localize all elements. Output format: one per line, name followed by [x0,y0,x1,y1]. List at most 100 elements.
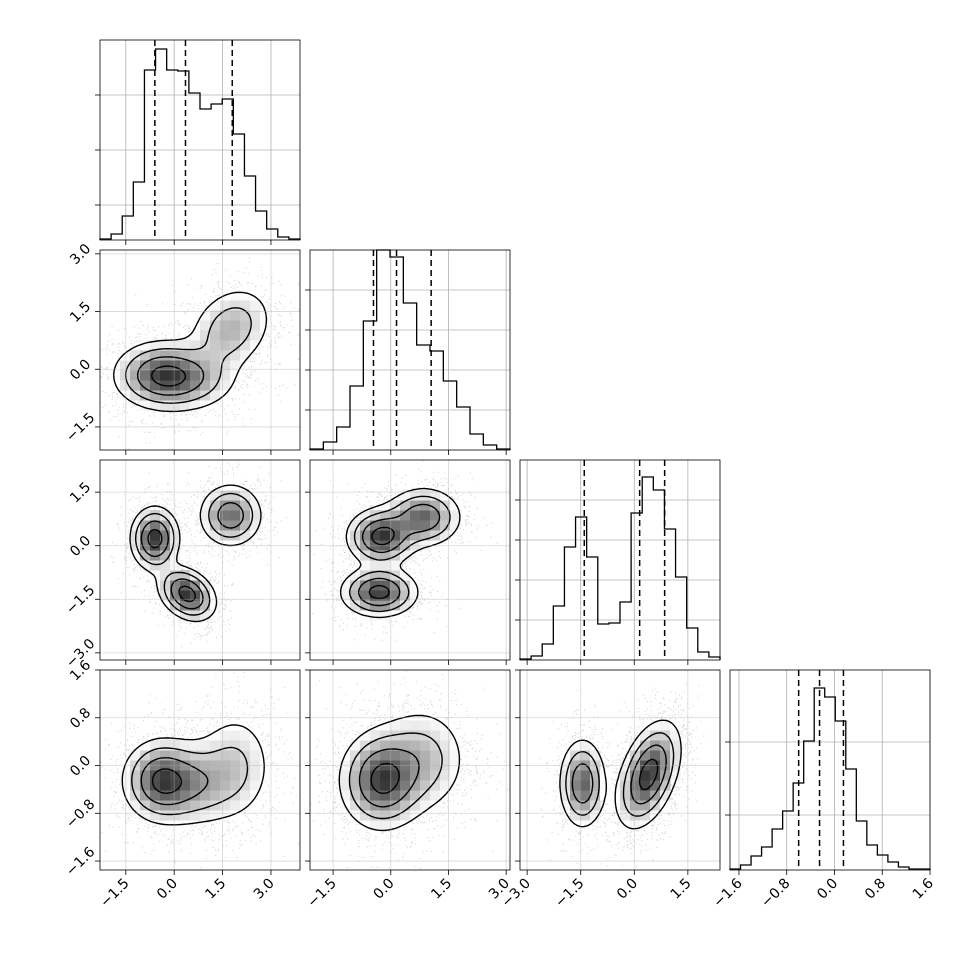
density-panel-r2-c0-density-cell [220,530,231,541]
density-panel-r3-c2-contour-0 [559,719,682,830]
density-panel-r3-c0-density-cell [180,800,191,811]
density-panel-r3-c1-scatter [310,670,510,870]
density-panel-r1-c0-density-cell [250,310,261,321]
density-panel-r2-c0-density-cell [170,530,181,541]
density-panel-r1-c0-density-cell [220,330,231,341]
density-panel-r1-c0-density-cell [210,380,221,391]
density-panel-r1-c0-density-cell [150,370,161,381]
histogram-1 [309,249,511,450]
density-panel-r2-c0-density-cell [160,530,171,541]
density-panel-r3-c1-density-cell [400,750,411,761]
density-panel-r1-c0-density-cell [230,290,241,301]
density-panel-r3-c1-density-cell [340,770,351,781]
density-panel-r3-c2-density-cell [580,780,591,791]
density-panel-r3-c1-density-cell [430,780,441,791]
density-panel-r3-c1-density-cell [410,730,421,741]
density-panel-r2-c1-density-cell [420,540,431,551]
density-panel-r1-c0-density-cell [200,370,211,381]
density-panel-r2-c1-density-cell [450,500,461,511]
density-panel-r2-c1-density-cell [370,550,381,561]
density-panel-r1-c0-density-cell [230,330,241,341]
density-panel-r3-c0-density-cell [160,750,171,761]
density-panel-r2-c0-density-cell [160,570,171,581]
density-panel-r2-c1-density-cell [350,550,361,561]
density-panel-r3-c0-density-cell [210,790,221,801]
density-panel-r1-c0-density-cell [120,390,131,401]
density-panel-r2-c1-density-cell [350,600,361,611]
density-panel-r3-c1-density-cell [400,720,411,731]
x-tick-label: 1.6 [910,875,937,902]
density-panel-r3-c2-density-cell [640,800,651,811]
density-panel-r3-c0-contour-1 [131,746,249,816]
density-panel-r3-c0-density-cell [200,810,211,821]
density-panel-r2-c1-density-cell [370,520,381,531]
density-panel-r2-c0-density-cell [130,520,141,531]
density-panel-r2-c1-density-cell [420,490,431,501]
density-panel-r1-c0-density-cell [220,310,231,321]
density-panel-r3-c2-density-cell [630,750,641,761]
density-panel-r3-c0-density-cell [180,790,191,801]
density-panel-r3-c0-density-cell [150,810,161,821]
density-panel-r1-c0-density-cell [210,320,221,331]
density-panel-r2-c0-density-cell [170,550,181,561]
density-panel-r3-c0-density-cell [210,750,221,761]
density-panel-r3-c2-density-cell [670,750,681,761]
density-panel-r3-c2-density-cell [640,810,651,821]
density-panel-r2-c1-density-cell [410,590,421,601]
density-panel-r3-c1-density-cell [400,770,411,781]
density-panel-r3-c2-density-cell [660,720,671,731]
density-panel-r2-c1-density-cell [450,510,461,521]
density-panel-r2-c0-density-cell [140,550,151,561]
density-panel-r3-c2-density-cell [560,790,571,801]
density-panel-r1-c0-density-cell [200,320,211,331]
density-panel-r2-c1-density-cell [440,490,451,501]
density-panel-r2-c0-density-cell [190,580,201,591]
density-panel-r2-c1-density-cell [380,530,391,541]
density-panel-r1-c0-density-cell [140,340,151,351]
density-panel-r1-c0-frame [99,249,301,451]
density-panel-r3-c2-density-cell [630,780,641,791]
density-panel-r2-c1-density-cell [430,490,441,501]
density-panel-r3-c1-density-cell [420,750,431,761]
density-panel-r3-c1-density-cell [410,750,421,761]
density-panel-r3-c0-density-cell [140,740,151,751]
density-panel-r2-c1-density-cell [410,510,421,521]
density-panel-r1-c0-density-cell [160,400,171,411]
density-panel-r2-c1-density-cell [340,600,351,611]
density-panel-r2-c1-density-cell [390,560,401,571]
density-panel-r3-c1-density-cell [440,740,451,751]
density-panel-r3-c2-density-cell [600,780,611,791]
density-panel-r3-c2-density-cell [580,800,591,811]
density-panel-r1-c0-density-cell [140,360,151,371]
density-panel-r3-c1-density-cell [350,740,361,751]
density-panel-r1-c0-density-cell [240,300,251,311]
density-panel-r3-c0-density-cell [220,800,231,811]
density-panel-r3-c0-density-cell [140,770,151,781]
density-panel-r3-c1-density-cell [410,810,421,821]
density-panel-r1-c0-density-cell [200,330,211,341]
density-panel-r1-c0-density-cell [180,350,191,361]
density-panel-r3-c0-density-cell [120,770,131,781]
density-panel-r1-c0-density-cell [120,350,131,361]
density-panel-r2-c1-density-cell [450,520,461,531]
density-panel-r2-c0-density-cell [240,520,251,531]
density-panel-r3-c2-density-cell [650,790,661,801]
density-panel-r3-c0-density-cell [210,740,221,751]
density-panel-r1-c0-density-cell [220,380,231,391]
density-panel-r3-c2-density-cell [640,780,651,791]
density-panel-r3-c1-density-cell [430,790,441,801]
density-panel-r3-c2-density-cell [670,720,681,731]
density-panel-r3-c1-density-cell [400,780,411,791]
density-panel-r3-c1-density-cell [360,780,371,791]
density-panel-r3-c0-density-cell [240,780,251,791]
density-panel-r3-c0-density-cell [230,780,241,791]
density-panel-r2-c1-density-cell [430,530,441,541]
density-panel-r3-c0-density-cell [250,750,261,761]
density-panel-r3-c0-density-cell [220,720,231,731]
density-panel-r2-c1-density-cell [370,560,381,571]
density-panel-r3-c2-density-cell [650,780,661,791]
density-panel-r3-c2-density-cell [640,730,651,741]
density-panel-r3-c1-density-cell [440,770,451,781]
density-panel-r3-c1-density-cell [370,740,381,751]
density-panel-r3-c2-density-cell [630,740,641,751]
